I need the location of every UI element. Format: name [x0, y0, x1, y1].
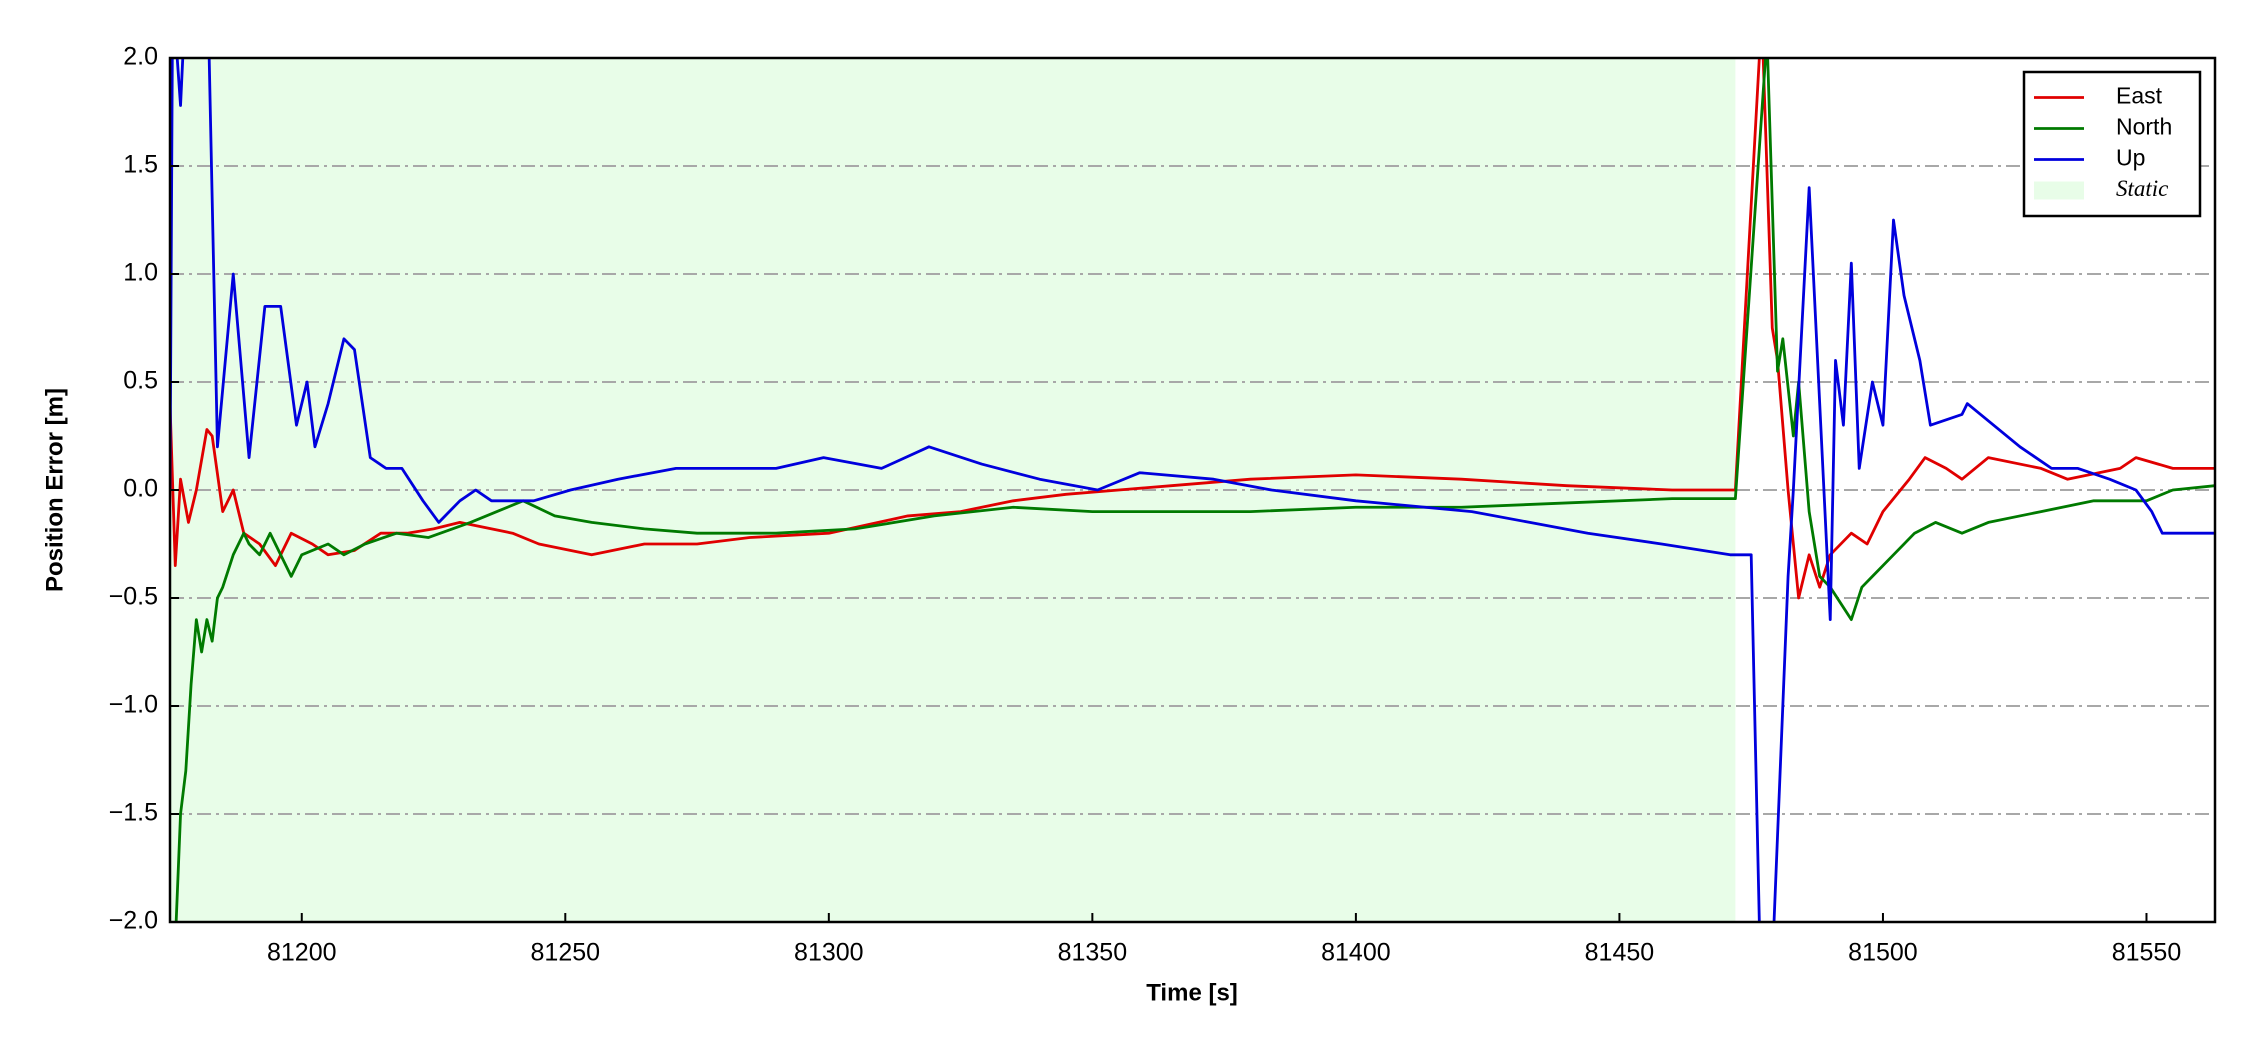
- y-tick-label: 0.0: [123, 475, 158, 503]
- y-axis-label: Position Error [m]: [41, 388, 68, 592]
- legend-label: Static: [2116, 176, 2168, 201]
- y-tick-label: −1.0: [109, 691, 158, 719]
- plot-area: [170, 58, 2215, 922]
- x-tick-label: 81400: [1321, 939, 1391, 967]
- legend-swatch: [2034, 181, 2084, 200]
- legend: East North Up Static: [2022, 70, 2202, 218]
- legend-label: East: [2116, 83, 2163, 109]
- series-line: [170, 58, 2215, 922]
- x-tick-label: 81350: [1058, 939, 1128, 967]
- x-tick-label: 81450: [1585, 939, 1655, 967]
- x-tick-label: 81500: [1848, 939, 1918, 967]
- x-tick-label: 81300: [794, 939, 864, 967]
- y-tick-label: −1.5: [109, 799, 158, 827]
- x-axis-label: Time [s]: [1146, 979, 1238, 1006]
- x-tick-label: 81200: [267, 939, 337, 967]
- plot-frame: [168, 56, 2217, 924]
- x-tick-label: 81550: [2112, 939, 2182, 967]
- legend-label: Up: [2116, 145, 2145, 171]
- y-tick-label: 2.0: [123, 43, 158, 71]
- y-tick-label: 0.5: [123, 367, 158, 395]
- y-tick-label: 1.0: [123, 259, 158, 287]
- legend-label: North: [2116, 114, 2172, 140]
- y-tick-label: −2.0: [109, 907, 158, 935]
- series-line: [170, 58, 2215, 600]
- x-tick-label: 81250: [531, 939, 601, 967]
- y-tick-label: −0.5: [109, 583, 158, 611]
- series-line: [170, 58, 2215, 922]
- y-tick-label: 1.5: [123, 151, 158, 179]
